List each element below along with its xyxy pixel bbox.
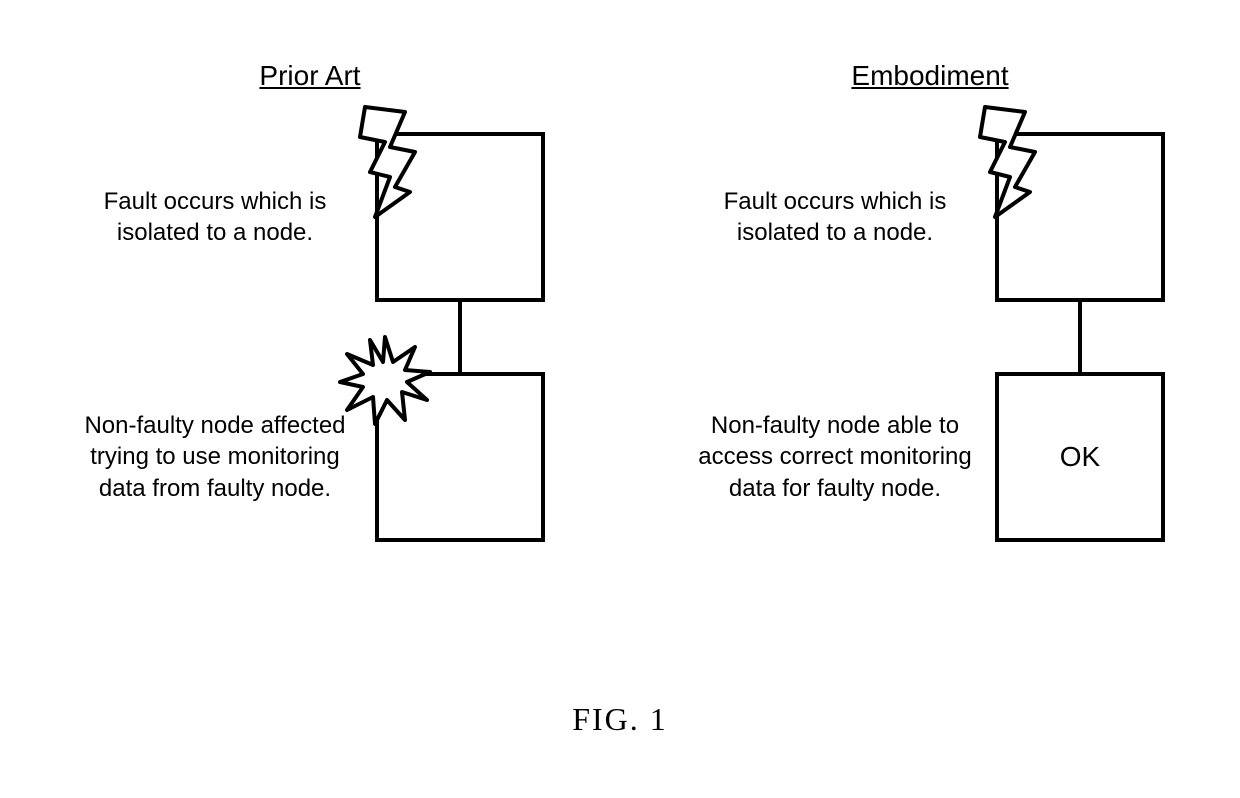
figure-label: FIG. 1 (0, 701, 1240, 738)
left-connector-wrap (0, 302, 620, 372)
right-connector (1078, 302, 1082, 372)
left-heading: Prior Art (259, 60, 360, 92)
left-column: Prior Art Fault occurs which is isolated… (0, 60, 620, 542)
lightning-bolt-icon (355, 102, 445, 222)
left-bottom-box-wrap (375, 372, 545, 542)
left-bottom-row: Non-faulty node affected trying to use m… (0, 372, 620, 542)
lightning-bolt-icon (975, 102, 1065, 222)
right-heading: Embodiment (851, 60, 1008, 92)
starburst-icon (335, 332, 435, 432)
right-top-row: Fault occurs which is isolated to a node… (620, 132, 1240, 302)
right-bottom-box-wrap: OK (995, 372, 1165, 542)
right-bottom-row: Non-faulty node able to access correct m… (620, 372, 1240, 542)
right-bottom-desc: Non-faulty node able to access correct m… (695, 410, 975, 504)
right-top-desc: Fault occurs which is isolated to a node… (695, 186, 975, 248)
right-connector-wrap (620, 302, 1240, 372)
left-top-row: Fault occurs which is isolated to a node… (0, 132, 620, 302)
left-top-box-wrap (375, 132, 545, 302)
left-connector (458, 302, 462, 372)
right-bottom-box: OK (995, 372, 1165, 542)
left-top-desc: Fault occurs which is isolated to a node… (75, 186, 355, 248)
right-top-box-wrap (995, 132, 1165, 302)
left-bottom-desc: Non-faulty node affected trying to use m… (75, 410, 355, 504)
diagram-container: Prior Art Fault occurs which is isolated… (0, 0, 1240, 542)
right-column: Embodiment Fault occurs which is isolate… (620, 60, 1240, 542)
